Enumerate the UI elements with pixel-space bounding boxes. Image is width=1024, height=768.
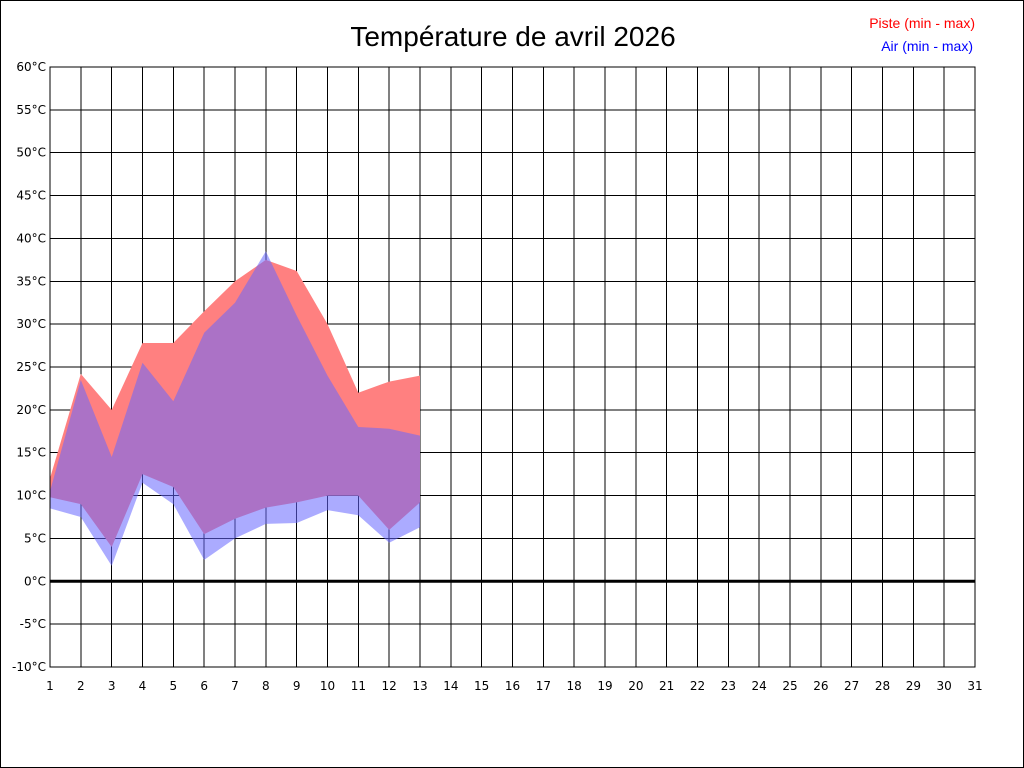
y-tick-label: -5°C <box>20 617 46 631</box>
y-tick-label: 25°C <box>16 360 46 374</box>
y-tick-label: 40°C <box>16 231 46 245</box>
x-tick-label: 12 <box>382 679 397 693</box>
x-tick-label: 21 <box>659 679 674 693</box>
x-tick-label: 25 <box>782 679 797 693</box>
x-tick-label: 16 <box>505 679 520 693</box>
y-tick-label: 60°C <box>16 60 46 74</box>
legend-entry-air: Air (min - max) <box>881 38 973 54</box>
x-tick-label: 22 <box>690 679 705 693</box>
y-tick-label: 15°C <box>16 446 46 460</box>
x-tick-label: 6 <box>200 679 208 693</box>
x-tick-label: 17 <box>536 679 551 693</box>
x-tick-label: 1 <box>46 679 54 693</box>
x-tick-label: 27 <box>844 679 859 693</box>
y-tick-label: 45°C <box>16 189 46 203</box>
x-tick-label: 13 <box>412 679 427 693</box>
x-tick-label: 23 <box>721 679 736 693</box>
x-tick-label: 30 <box>937 679 952 693</box>
x-tick-label: 3 <box>108 679 116 693</box>
x-tick-label: 5 <box>170 679 178 693</box>
series-areas <box>50 251 420 566</box>
x-tick-label: 29 <box>906 679 921 693</box>
x-tick-label: 8 <box>262 679 270 693</box>
y-tick-label: 20°C <box>16 403 46 417</box>
x-tick-label: 10 <box>320 679 335 693</box>
x-tick-label: 11 <box>351 679 366 693</box>
x-tick-label: 2 <box>77 679 85 693</box>
x-tick-label: 4 <box>139 679 147 693</box>
y-tick-label: -10°C <box>12 660 46 674</box>
y-tick-labels: -10°C -5°C 0°C 5°C 10°C 15°C 20°C 25°C 30°C 35°C 4… <box>12 60 46 674</box>
y-tick-label: 10°C <box>16 489 46 503</box>
x-tick-label: 31 <box>967 679 982 693</box>
x-tick-label: 9 <box>293 679 301 693</box>
legend-entry-piste: Piste (min - max) <box>869 15 975 31</box>
x-tick-label: 7 <box>231 679 239 693</box>
x-tick-labels: 1 2 3 4 5 6 7 8 9 10 11 12 13 14 15 16 17 18 19 20 21 22 23 24 2… <box>46 679 982 693</box>
x-tick-label: 20 <box>628 679 643 693</box>
plot-border <box>49 66 976 668</box>
y-tick-label: 35°C <box>16 274 46 288</box>
x-tick-label: 24 <box>752 679 767 693</box>
y-tick-label: 50°C <box>16 146 46 160</box>
grid <box>49 66 976 668</box>
x-tick-label: 18 <box>567 679 582 693</box>
y-tick-label: 30°C <box>16 317 46 331</box>
axes <box>49 66 976 668</box>
series-area-air <box>50 251 420 566</box>
x-tick-label: 28 <box>875 679 890 693</box>
x-tick-label: 19 <box>597 679 612 693</box>
y-tick-label: 55°C <box>16 103 46 117</box>
x-tick-label: 14 <box>443 679 458 693</box>
y-tick-label: 0°C <box>24 574 46 588</box>
x-tick-label: 26 <box>813 679 828 693</box>
x-tick-label: 15 <box>474 679 489 693</box>
y-tick-label: 5°C <box>24 531 46 545</box>
chart-title: Température de avril 2026 <box>350 21 675 52</box>
